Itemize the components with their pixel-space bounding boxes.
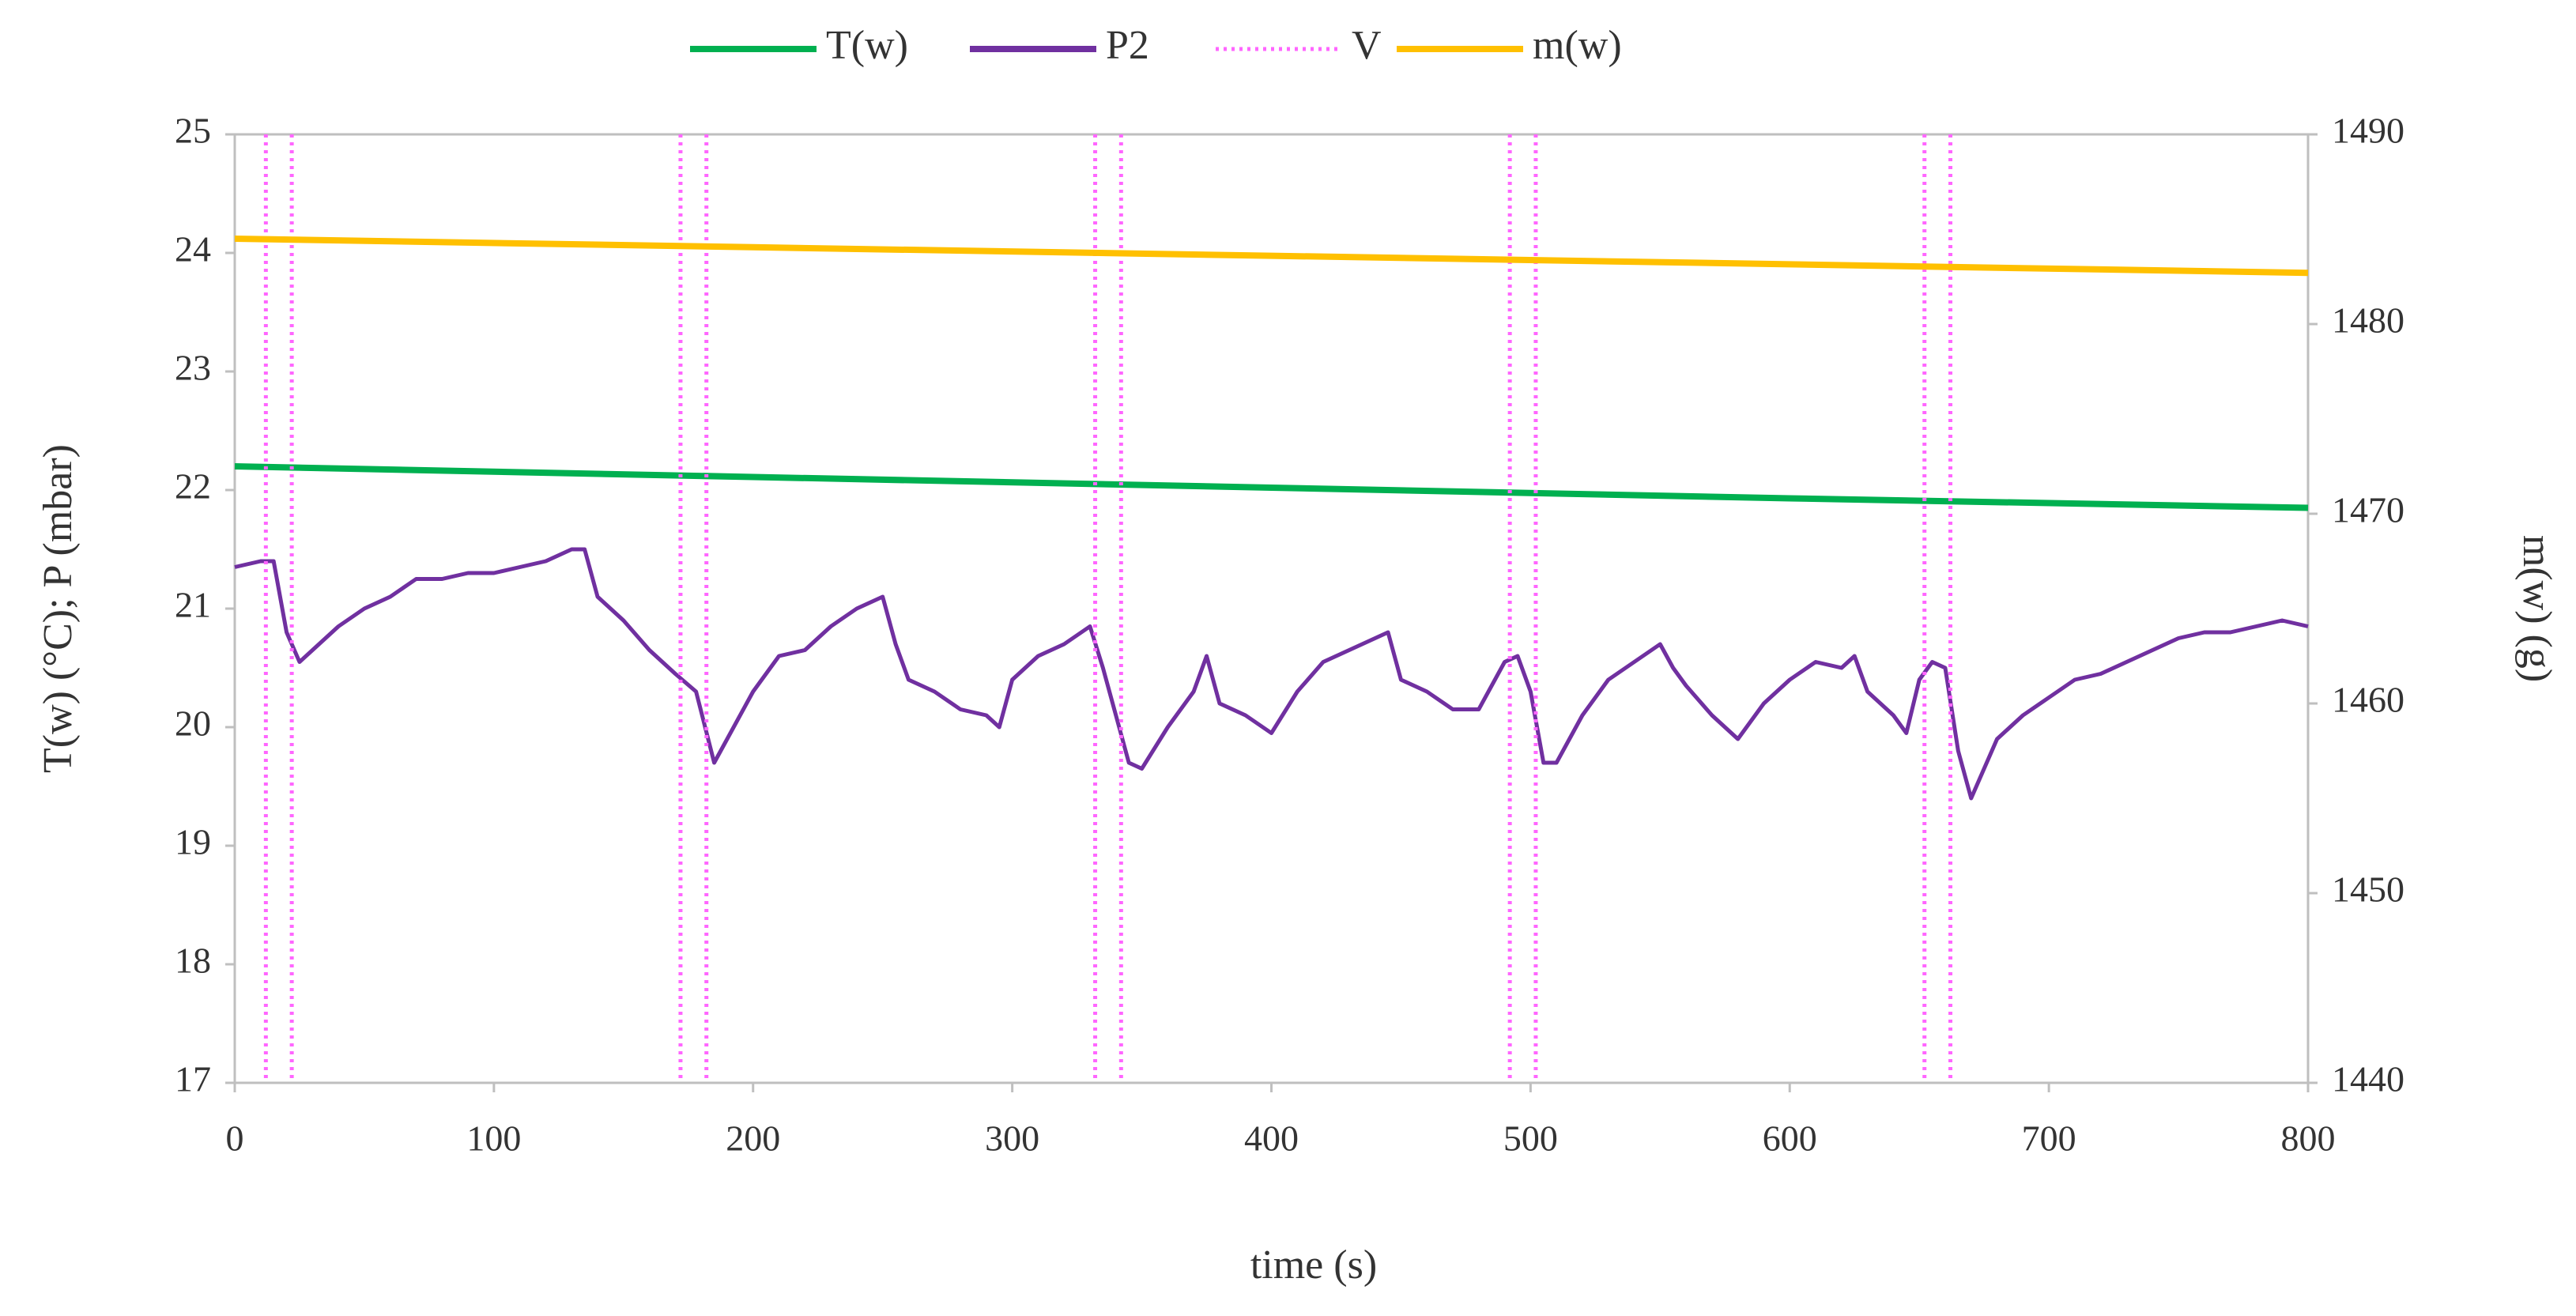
series-line: [234, 463, 2309, 511]
x-tick-label: 600: [1763, 1118, 1817, 1159]
y-tick-label: 24: [175, 229, 211, 270]
legend-label: V: [1352, 23, 1382, 68]
x-tick-label: 0: [226, 1118, 244, 1159]
y2-tick-label: 1440: [2332, 1059, 2404, 1099]
x-tick-label: 200: [726, 1118, 780, 1159]
legend-label: P2: [1106, 23, 1149, 68]
y2-tick-label: 1480: [2332, 300, 2404, 341]
x-tick-label: 300: [985, 1118, 1039, 1159]
x-tick-label: 500: [1503, 1118, 1558, 1159]
legend-label: T(w): [826, 23, 908, 68]
y2-tick-label: 1490: [2332, 111, 2404, 151]
x-tick-label: 800: [2281, 1118, 2336, 1159]
x-tick-label: 700: [2022, 1118, 2076, 1159]
y-tick-label: 17: [175, 1059, 211, 1099]
y2-tick-label: 1460: [2332, 680, 2404, 720]
y-tick-label: 20: [175, 703, 211, 744]
y-tick-label: 22: [175, 466, 211, 507]
y-tick-label: 23: [175, 348, 211, 388]
plot-frame: [233, 133, 2310, 1084]
y-tick-label: 25: [175, 111, 211, 151]
series-line: [234, 236, 2309, 277]
x-axis-label: time (s): [1250, 1242, 1377, 1288]
series-line: [234, 547, 2309, 801]
x-tick-label: 100: [466, 1118, 521, 1159]
y-tick-label: 18: [175, 941, 211, 981]
y-axis-label: T(w) (°C); P (mbar): [36, 444, 81, 773]
y2-tick-label: 1470: [2332, 490, 2404, 530]
y-tick-label: 19: [175, 822, 211, 862]
legend-label: m(w): [1533, 23, 1622, 68]
y2-tick-label: 1450: [2332, 869, 2404, 910]
y2-axis-label: m(w) (g): [2514, 535, 2559, 682]
y-tick-label: 21: [175, 585, 211, 625]
x-tick-label: 400: [1244, 1118, 1299, 1159]
